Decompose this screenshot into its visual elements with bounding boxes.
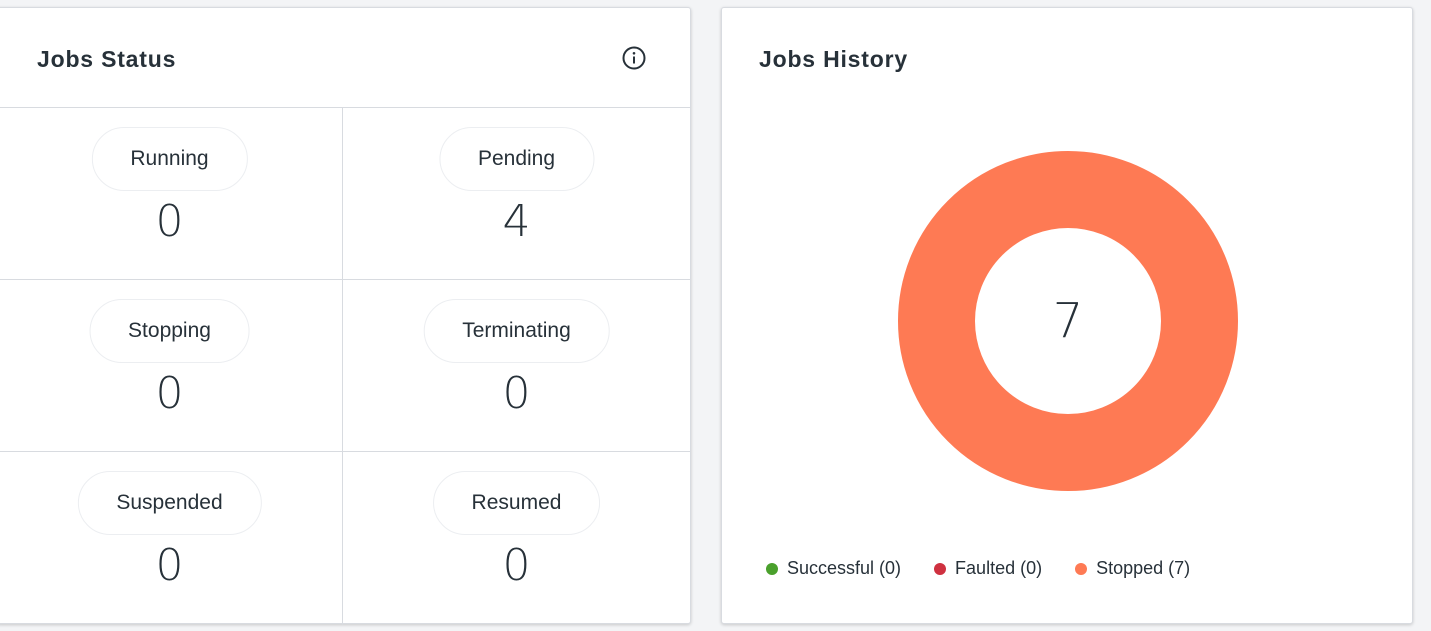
jobs-history-card: Jobs History 7 Successful (0) Faulted (0… (721, 7, 1413, 624)
status-count-stopping: 0 (155, 368, 184, 419)
jobs-status-card: Jobs Status Running 0 Pending 4 Stopping… (0, 7, 691, 625)
status-pill-pending[interactable]: Pending (438, 127, 595, 191)
status-count-suspended: 0 (155, 540, 184, 591)
legend-label-successful: Successful (0) (787, 558, 902, 578)
status-count-terminating: 0 (502, 368, 531, 419)
donut-slice-stopped[interactable] (898, 151, 1238, 491)
status-pill-stopping[interactable]: Stopping (89, 299, 250, 363)
status-pill-terminating[interactable]: Terminating (423, 299, 610, 363)
legend-dot-stopped (1075, 562, 1088, 575)
jobs-history-donut (898, 151, 1238, 491)
legend-item-faulted[interactable]: Faulted (0) (934, 558, 1042, 579)
status-count-running: 0 (155, 196, 184, 247)
legend-item-successful[interactable]: Successful (0) (766, 558, 901, 579)
jobs-status-title: Jobs Status (37, 46, 177, 72)
status-pill-running[interactable]: Running (91, 127, 248, 191)
status-cell-stopping: Stopping 0 (0, 280, 343, 452)
chart-legend: Successful (0) Faulted (0) Stopped (7) (766, 558, 1223, 579)
status-cell-pending: Pending 4 (343, 108, 690, 280)
status-cell-terminating: Terminating 0 (343, 280, 690, 452)
jobs-history-title: Jobs History (759, 46, 908, 72)
status-count-pending: 4 (502, 196, 531, 247)
legend-dot-faulted (934, 562, 947, 575)
status-cell-resumed: Resumed 0 (343, 452, 690, 625)
info-circle-icon[interactable] (622, 46, 646, 70)
legend-dot-successful (766, 562, 778, 575)
status-cell-running: Running 0 (0, 108, 343, 280)
status-pill-resumed[interactable]: Resumed (432, 471, 601, 535)
legend-label-faulted: Faulted (0) (955, 558, 1043, 578)
legend-item-stopped[interactable]: Stopped (7) (1075, 558, 1190, 579)
status-pill-suspended[interactable]: Suspended (77, 471, 262, 535)
status-cell-suspended: Suspended 0 (0, 452, 343, 625)
status-count-resumed: 0 (502, 540, 531, 591)
jobs-status-grid: Running 0 Pending 4 Stopping 0 Terminati… (0, 107, 690, 625)
legend-label-stopped: Stopped (7) (1096, 558, 1191, 578)
